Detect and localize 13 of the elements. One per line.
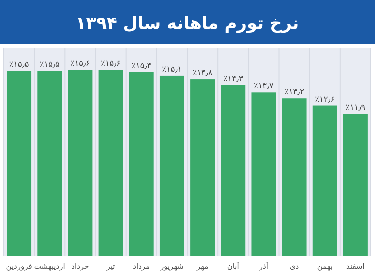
data-label: ٪۱۵٫۶ xyxy=(101,59,121,68)
data-label: ٪۱۲٫۶ xyxy=(315,94,336,104)
data-label: ٪۱۵٫۵ xyxy=(40,60,60,70)
data-label: ٪۱۵٫۱ xyxy=(162,64,182,74)
data-label: ٪۱۱٫۹ xyxy=(346,103,366,112)
data-label: ٪۱۴٫۸ xyxy=(192,68,213,78)
data-label: ٪۱۴٫۳ xyxy=(223,74,244,84)
data-label: ٪۱۵٫۶ xyxy=(70,59,90,68)
data-label: ٪۱۳٫۲ xyxy=(284,88,304,97)
title: نرخ تورم ماهانه سال ۱۳۹۴ xyxy=(76,14,300,34)
data-label: ٪۱۳٫۷ xyxy=(254,82,274,91)
data-label: ٪۱۵٫۵ xyxy=(9,60,30,70)
data-label: ٪۱۵٫۴ xyxy=(132,61,152,70)
